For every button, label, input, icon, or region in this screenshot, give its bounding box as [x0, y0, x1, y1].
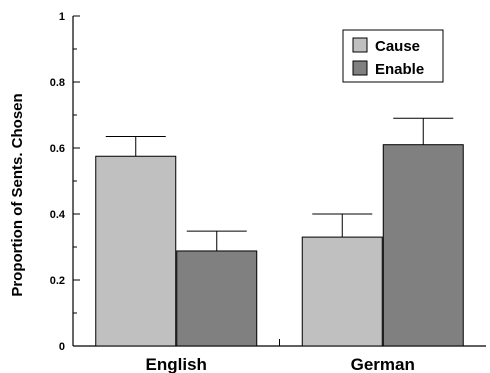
y-tick-label: 0 — [59, 341, 65, 353]
bar-cause-german — [301, 236, 383, 347]
legend: Cause Enable — [342, 29, 444, 83]
x-category-label: English — [146, 355, 207, 373]
y-tick-label: 0.6 — [50, 143, 65, 155]
bar-enable-german — [382, 144, 464, 347]
bar-enable-english — [176, 250, 258, 347]
legend-label-cause: Cause — [375, 38, 420, 55]
y-tick-label: 0.2 — [50, 275, 65, 287]
y-tick-label: 0.8 — [50, 77, 65, 89]
legend-swatch-cause — [352, 37, 368, 53]
legend-label-enable: Enable — [375, 61, 424, 78]
bar-cause-english — [95, 155, 177, 347]
x-category-label: German — [351, 355, 415, 373]
plot-area: 0 0.2 0.4 0.6 0.8 1 English German — [50, 11, 486, 373]
y-tick-label: 1 — [59, 11, 65, 23]
y-tick-label: 0.4 — [50, 209, 66, 221]
legend-swatch-enable — [352, 60, 368, 76]
y-axis-title: Proportion of Sents. Chosen — [9, 93, 26, 296]
